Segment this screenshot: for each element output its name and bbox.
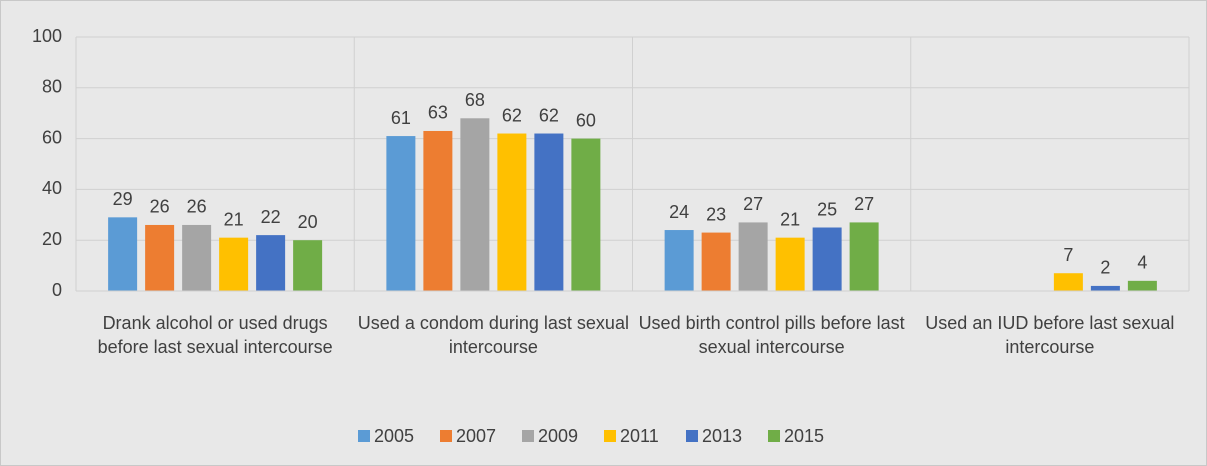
y-tick-label: 40: [42, 178, 62, 198]
legend-label: 2011: [620, 426, 659, 446]
bar: [293, 240, 323, 291]
bar: [571, 138, 601, 291]
y-tick-label: 100: [32, 26, 62, 46]
value-label: 68: [465, 90, 485, 110]
bar: [738, 222, 768, 291]
value-label: 7: [1063, 245, 1073, 265]
bar: [664, 230, 694, 291]
bar: [1053, 273, 1083, 291]
value-label: 2: [1100, 258, 1110, 278]
bar: [849, 222, 879, 291]
bar: [460, 118, 490, 291]
x-tick-label: Used a condom during last sexual interco…: [357, 313, 629, 357]
bar: [108, 217, 138, 291]
legend-label: 2007: [456, 426, 496, 446]
value-label: 20: [298, 212, 318, 232]
value-label: 63: [428, 103, 448, 123]
value-label: 62: [539, 105, 559, 125]
value-label: 22: [261, 207, 281, 227]
legend-label: 2005: [374, 426, 414, 446]
bar: [812, 227, 842, 291]
bar: [182, 224, 212, 291]
value-label: 27: [854, 194, 874, 214]
legend-swatch: [522, 430, 534, 442]
bar: [1127, 280, 1157, 291]
value-label: 4: [1137, 253, 1147, 273]
value-label: 27: [743, 194, 763, 214]
y-tick-label: 0: [52, 280, 62, 300]
value-label: 62: [502, 105, 522, 125]
x-tick-label: Used birth control pills before last sex…: [638, 313, 905, 357]
legend-swatch: [604, 430, 616, 442]
bar: [775, 237, 805, 291]
bar: [256, 235, 286, 291]
bar: [701, 232, 731, 291]
legend-swatch: [768, 430, 780, 442]
value-label: 61: [391, 108, 411, 128]
y-tick-label: 60: [42, 127, 62, 147]
x-tick-label: Drank alcohol or used drugs before last …: [97, 313, 333, 357]
bar: [145, 224, 175, 291]
value-label: 21: [780, 209, 800, 229]
bar: [219, 237, 249, 291]
value-label: 24: [669, 202, 689, 222]
legend-label: 2015: [784, 426, 824, 446]
y-tick-label: 20: [42, 229, 62, 249]
legend-swatch: [686, 430, 698, 442]
bar: [423, 130, 453, 291]
x-tick-label: Used an IUD before last sexual intercour…: [925, 313, 1175, 357]
value-label: 23: [706, 204, 726, 224]
bar: [534, 133, 564, 291]
value-label: 21: [224, 209, 244, 229]
value-label: 26: [150, 197, 170, 217]
value-label: 25: [817, 199, 837, 219]
legend-swatch: [358, 430, 370, 442]
bar: [1090, 285, 1120, 291]
bar: [497, 133, 527, 291]
legend-label: 2013: [702, 426, 742, 446]
value-label: 26: [187, 197, 207, 217]
legend-label: 2009: [538, 426, 578, 446]
bar: [386, 136, 416, 291]
value-label: 29: [113, 189, 133, 209]
value-label: 60: [576, 110, 596, 130]
legend-swatch: [440, 430, 452, 442]
y-tick-label: 80: [42, 77, 62, 97]
